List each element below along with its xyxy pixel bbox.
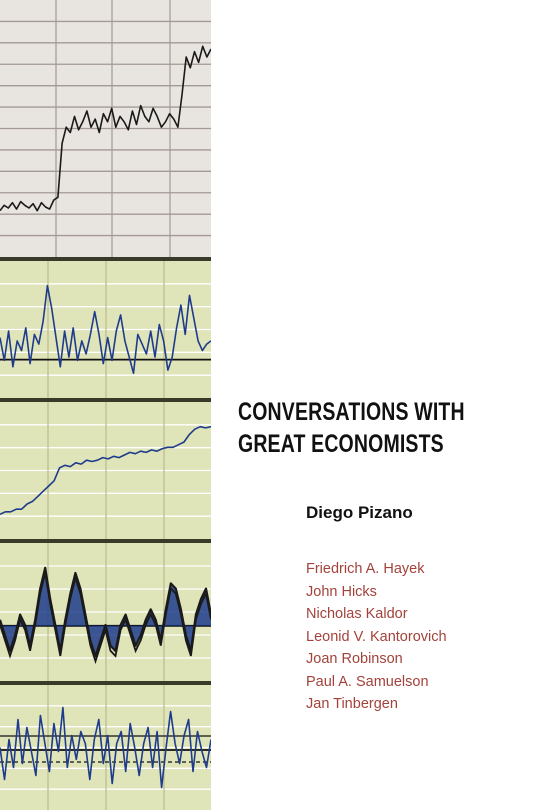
economist-name: John Hicks	[306, 583, 377, 600]
economist-name: Leonid V. Kantorovich	[306, 628, 447, 645]
economist-name: Nicholas Kaldor	[306, 606, 408, 622]
economist-name: Friedrich A. Hayek	[306, 561, 425, 577]
book-title-line1: CONVERSATIONS WITH	[238, 398, 465, 426]
cover-illustration	[0, 0, 211, 810]
book-title-line2: GREAT ECONOMISTS	[238, 430, 444, 458]
economist-name: Jan Tinbergen	[306, 696, 398, 712]
series-line	[0, 284, 211, 375]
economist-name: Paul A. Samuelson	[306, 673, 429, 690]
economic-charts-artwork	[0, 0, 211, 810]
book-title: CONVERSATIONS WITH GREAT ECONOMISTS	[238, 396, 465, 460]
series-line	[0, 706, 211, 789]
series-line	[0, 566, 211, 658]
economist-name: Joan Robinson	[306, 651, 403, 667]
author-name: Diego Pizano	[306, 503, 413, 522]
economist-list: Friedrich A. Hayek John Hicks Nicholas K…	[306, 558, 447, 716]
series-line	[0, 45, 211, 212]
series-line	[0, 425, 211, 516]
